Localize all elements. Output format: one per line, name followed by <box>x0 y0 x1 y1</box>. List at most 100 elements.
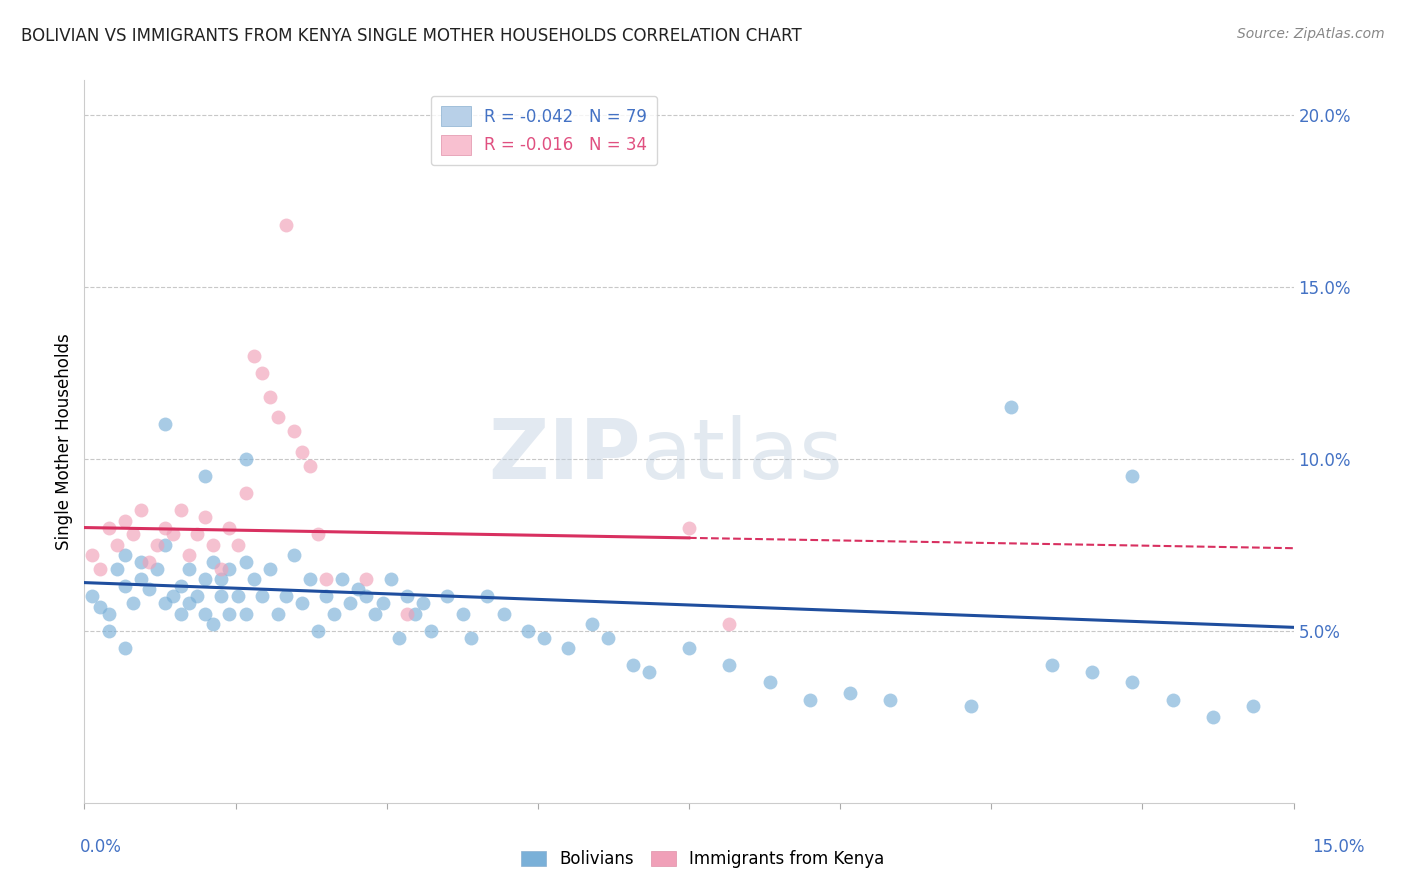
Point <box>242 572 264 586</box>
Point <box>1121 675 1143 690</box>
Point <box>179 562 201 576</box>
Text: Source: ZipAtlas.com: Source: ZipAtlas.com <box>1237 27 1385 41</box>
Point <box>412 596 434 610</box>
Point <box>194 572 217 586</box>
Point <box>598 631 620 645</box>
Point <box>330 572 353 586</box>
Point <box>129 503 152 517</box>
Point <box>516 624 538 638</box>
Point <box>194 510 217 524</box>
Point <box>347 582 370 597</box>
Point <box>153 520 176 534</box>
Point <box>218 562 240 576</box>
Point <box>162 527 184 541</box>
Point <box>235 451 257 466</box>
Point <box>226 538 249 552</box>
Text: ZIP: ZIP <box>488 416 641 497</box>
Point <box>114 579 136 593</box>
Point <box>581 616 603 631</box>
Point <box>82 590 104 604</box>
Point <box>250 366 273 380</box>
Point <box>315 572 337 586</box>
Point <box>356 590 378 604</box>
Point <box>557 640 579 655</box>
Point <box>1202 710 1225 724</box>
Point <box>388 631 411 645</box>
Point <box>82 548 104 562</box>
Point <box>307 624 329 638</box>
Point <box>678 520 700 534</box>
Point <box>202 538 225 552</box>
Point <box>186 590 208 604</box>
Point <box>758 675 780 690</box>
Point <box>274 218 297 232</box>
Point <box>267 410 290 425</box>
Point <box>209 590 232 604</box>
Point <box>179 548 201 562</box>
Point <box>259 562 281 576</box>
Point <box>242 349 264 363</box>
Point <box>451 607 474 621</box>
Point <box>235 486 257 500</box>
Point <box>114 548 136 562</box>
Text: 15.0%: 15.0% <box>1312 838 1365 855</box>
Point <box>1000 400 1022 414</box>
Point <box>121 527 143 541</box>
Point <box>179 596 201 610</box>
Point <box>299 572 322 586</box>
Point <box>356 572 378 586</box>
Point <box>267 607 290 621</box>
Point <box>363 607 385 621</box>
Text: BOLIVIAN VS IMMIGRANTS FROM KENYA SINGLE MOTHER HOUSEHOLDS CORRELATION CHART: BOLIVIAN VS IMMIGRANTS FROM KENYA SINGLE… <box>21 27 801 45</box>
Point <box>1040 658 1063 673</box>
Legend: R = -0.042   N = 79, R = -0.016   N = 34: R = -0.042 N = 79, R = -0.016 N = 34 <box>430 95 657 165</box>
Point <box>194 469 217 483</box>
Point <box>170 503 193 517</box>
Legend: Bolivians, Immigrants from Kenya: Bolivians, Immigrants from Kenya <box>515 844 891 875</box>
Point <box>1241 699 1264 714</box>
Point <box>283 548 305 562</box>
Point <box>291 596 314 610</box>
Point <box>153 596 176 610</box>
Point <box>299 458 322 473</box>
Point <box>226 590 249 604</box>
Point <box>718 616 741 631</box>
Point <box>1081 665 1104 679</box>
Point <box>105 538 128 552</box>
Point <box>307 527 329 541</box>
Point <box>89 562 111 576</box>
Point <box>97 624 120 638</box>
Point <box>621 658 644 673</box>
Point <box>315 590 337 604</box>
Point <box>404 607 426 621</box>
Point <box>460 631 482 645</box>
Point <box>274 590 297 604</box>
Point <box>259 390 281 404</box>
Point <box>129 572 152 586</box>
Point <box>371 596 394 610</box>
Point <box>114 514 136 528</box>
Point <box>1161 692 1184 706</box>
Point <box>153 417 176 432</box>
Text: atlas: atlas <box>641 416 842 497</box>
Text: 0.0%: 0.0% <box>80 838 122 855</box>
Point <box>395 590 418 604</box>
Point <box>879 692 901 706</box>
Point <box>250 590 273 604</box>
Point <box>138 555 160 569</box>
Point <box>960 699 983 714</box>
Point <box>420 624 443 638</box>
Point <box>97 607 120 621</box>
Point <box>97 520 120 534</box>
Point <box>129 555 152 569</box>
Point <box>323 607 346 621</box>
Point <box>202 555 225 569</box>
Point <box>121 596 143 610</box>
Point <box>218 520 240 534</box>
Point <box>146 562 169 576</box>
Point <box>533 631 555 645</box>
Point <box>209 572 232 586</box>
Point <box>718 658 741 673</box>
Point <box>436 590 458 604</box>
Point <box>170 579 193 593</box>
